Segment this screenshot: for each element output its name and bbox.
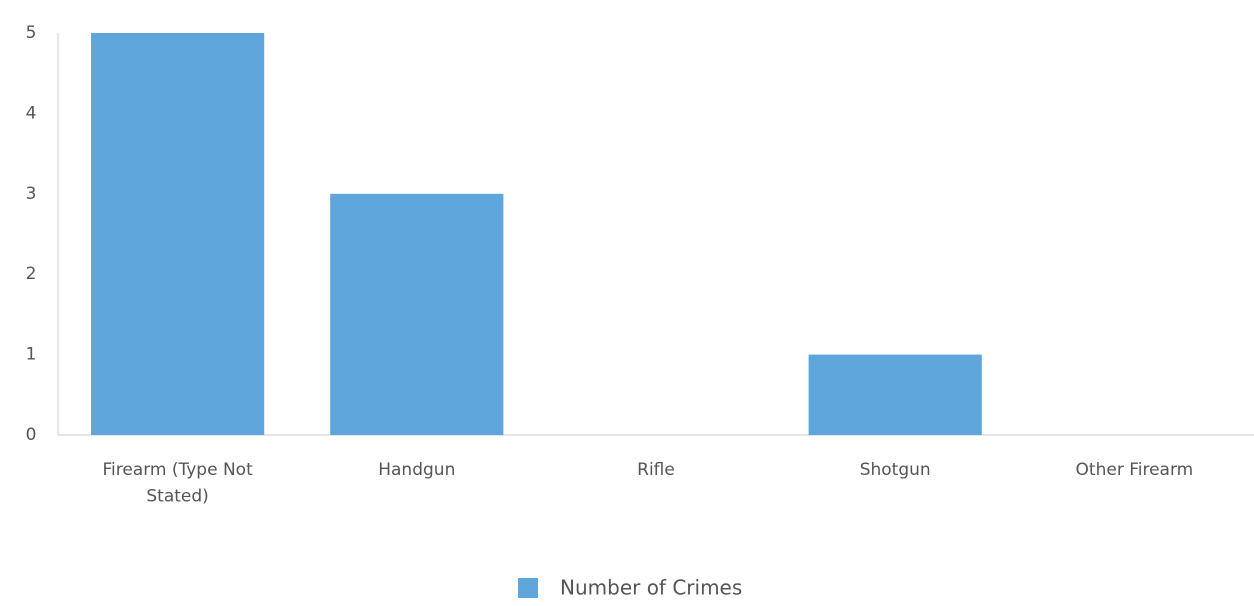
x-tick-label: Rifle xyxy=(637,460,675,480)
legend-label: Number of Crimes xyxy=(560,576,742,600)
y-tick-label: 1 xyxy=(26,345,37,365)
bar xyxy=(91,33,265,435)
x-tick-label: Shotgun xyxy=(860,460,931,480)
y-tick-label: 0 xyxy=(26,425,37,445)
x-tick-label: Handgun xyxy=(378,460,455,480)
y-tick-label: 4 xyxy=(26,103,37,123)
y-tick-label: 3 xyxy=(26,184,37,204)
bar xyxy=(330,193,504,435)
y-tick-label: 5 xyxy=(26,23,37,43)
x-tick-label: Firearm (Type Not Stated) xyxy=(102,460,253,506)
legend-swatch xyxy=(518,578,538,598)
y-tick-label: 2 xyxy=(26,264,37,284)
x-tick-label: Other Firearm xyxy=(1076,460,1194,480)
bar xyxy=(808,354,982,435)
